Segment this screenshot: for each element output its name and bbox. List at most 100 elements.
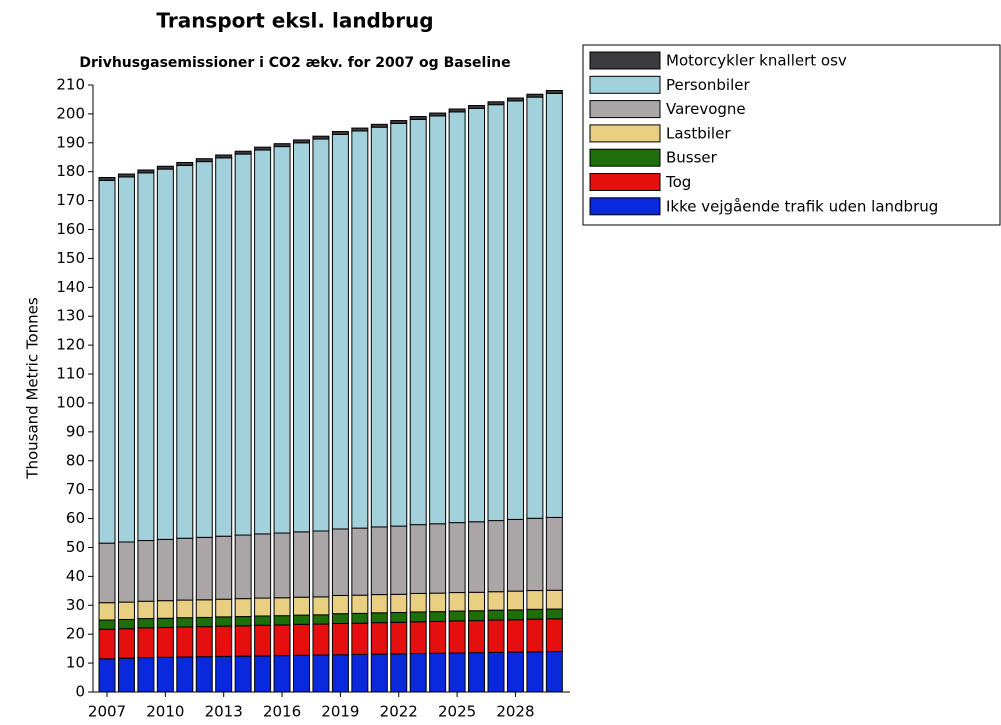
bar-segment: [526, 93, 544, 98]
bar-segment: [487, 619, 505, 653]
legend-label: Ikke vejgående trafik uden landbrug: [666, 197, 938, 215]
bar-segment: [331, 594, 349, 615]
bar-segment: [137, 540, 155, 602]
bar-segment: [293, 596, 310, 616]
x-tick-label: 2019: [321, 703, 359, 721]
y-tick-label: 0: [75, 683, 85, 701]
bar-segment: [487, 520, 505, 593]
bar-segment: [195, 626, 213, 658]
bar-segment: [409, 592, 427, 613]
bar-segment: [137, 627, 155, 659]
bar-segment: [293, 531, 310, 598]
bar-segment: [351, 622, 369, 655]
bar-segment: [156, 165, 174, 170]
y-tick-label: 140: [56, 278, 85, 296]
bar-segment: [409, 611, 427, 623]
y-tick-label: 110: [56, 365, 85, 383]
bar-segment: [137, 172, 155, 542]
bar-segment: [545, 92, 563, 518]
y-tick-label: 180: [56, 162, 85, 180]
bar-segment: [526, 517, 544, 592]
y-tick-label: 30: [66, 596, 85, 614]
bar-segment: [487, 104, 505, 522]
bar-segment: [156, 627, 174, 658]
bar-segment: [409, 116, 427, 120]
legend-label: Personbiler: [666, 76, 750, 94]
bar-segment: [506, 619, 524, 653]
bar-segment: [390, 120, 408, 124]
bar-segment: [370, 123, 388, 128]
bar-segment: [234, 150, 252, 155]
legend-swatch: [589, 100, 661, 119]
bar-segment: [273, 624, 291, 657]
bar-segment: [409, 118, 427, 526]
bar-segment: [545, 651, 563, 693]
y-tick-label: 150: [56, 249, 85, 267]
bar-segment: [545, 608, 563, 620]
bar-segment: [545, 589, 563, 610]
bar-segment: [117, 601, 135, 620]
bar-segment: [293, 139, 310, 144]
bar-segment: [176, 537, 194, 601]
bar-segment: [117, 618, 135, 630]
bar-segment: [215, 598, 233, 618]
bar-segment: [429, 652, 447, 693]
bar-segment: [234, 153, 252, 536]
bar-segment: [234, 655, 252, 693]
bar-segment: [273, 655, 291, 693]
bar-segment: [156, 656, 174, 693]
bar-segment: [312, 138, 330, 532]
bar-segment: [390, 122, 408, 527]
bar-segment: [312, 596, 330, 616]
bar-segment: [293, 654, 310, 693]
bar-segment: [448, 108, 466, 113]
y-tick-label: 20: [66, 625, 85, 643]
bar-segment: [215, 616, 233, 627]
bar-segment: [487, 101, 505, 106]
y-tick-label: 190: [56, 133, 85, 151]
y-tick-label: 130: [56, 307, 85, 325]
bar-segment: [468, 620, 486, 654]
y-tick-label: 120: [56, 336, 85, 354]
bar-segment: [156, 617, 174, 629]
bar-segment: [117, 173, 135, 178]
y-tick-label: 210: [56, 76, 85, 94]
bar-segment: [390, 525, 408, 595]
bar-segment: [487, 609, 505, 621]
bar-segment: [195, 656, 213, 693]
bar-segment: [370, 622, 388, 655]
bar-segment: [98, 602, 116, 621]
bar-segment: [506, 518, 524, 592]
bar-segment: [137, 169, 155, 174]
bar-segment: [215, 625, 233, 657]
y-tick-label: 170: [56, 191, 85, 209]
bar-segment: [176, 164, 194, 539]
bar-segment: [215, 535, 233, 600]
bar-segment: [156, 168, 174, 540]
bar-segment: [117, 176, 135, 543]
bar-segment: [234, 616, 252, 627]
bar-segment: [293, 142, 310, 533]
bar-segment: [312, 654, 330, 693]
bar-segment: [468, 521, 486, 593]
bar-segment: [234, 534, 252, 600]
bar-segment: [351, 527, 369, 596]
bar-segment: [429, 620, 447, 654]
bar-segment: [254, 597, 272, 617]
legend-label: Motorcykler knallert osv: [666, 52, 847, 70]
bar-segment: [468, 591, 486, 612]
bar-segment: [429, 115, 447, 525]
bar-segment: [98, 176, 116, 181]
legend-label: Busser: [666, 149, 718, 167]
bar-segment: [390, 653, 408, 693]
bar-segment: [506, 97, 524, 102]
bar-segment: [234, 625, 252, 657]
bar-segment: [254, 615, 272, 626]
bar-segment: [331, 654, 349, 693]
y-tick-label: 100: [56, 393, 85, 411]
x-tick-label: 2010: [146, 703, 184, 721]
legend-swatch: [589, 173, 661, 191]
bar-segment: [156, 538, 174, 602]
bar-segment: [545, 89, 563, 94]
